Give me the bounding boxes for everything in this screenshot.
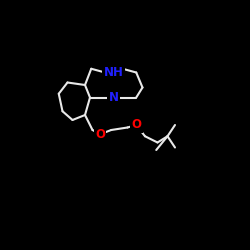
Text: NH: NH: [104, 66, 124, 79]
Text: O: O: [131, 118, 141, 132]
Text: N: N: [109, 91, 119, 104]
Text: O: O: [95, 128, 105, 141]
